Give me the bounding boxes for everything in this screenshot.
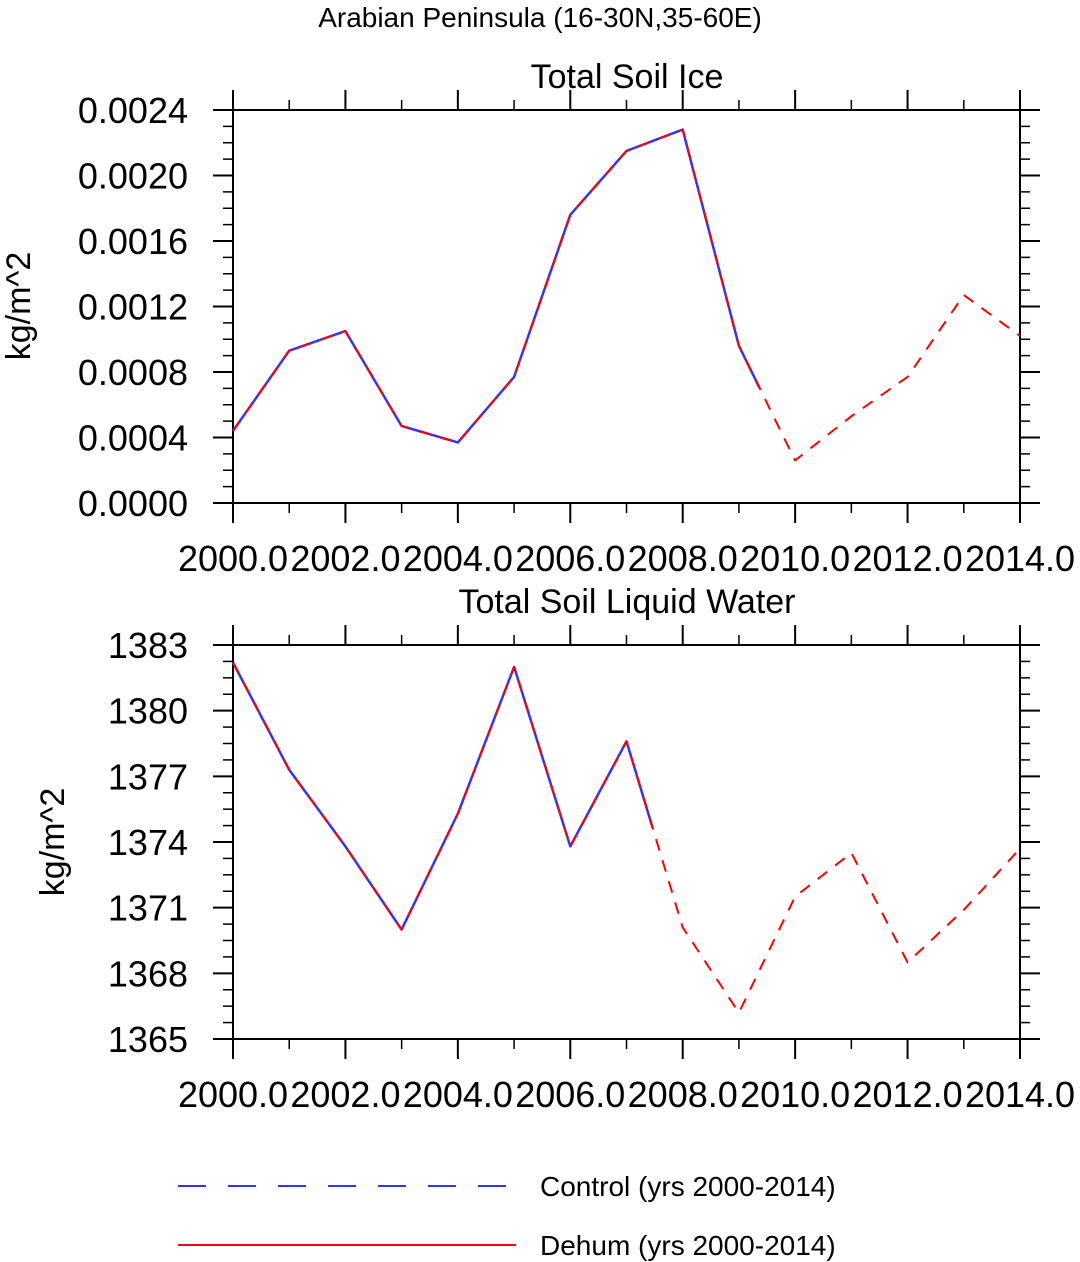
- y-tick-label: 1383: [108, 625, 188, 666]
- legend-control-label: Control (yrs 2000-2014): [540, 1171, 836, 1202]
- y-tick-label: 1365: [108, 1019, 188, 1060]
- figure-suptitle: Arabian Peninsula (16-30N,35-60E): [318, 2, 762, 33]
- panel-total-soil-liquid-water: Total Soil Liquid Water kg/m^2 2000.0 200…: [34, 583, 1075, 1115]
- plot-frame-soil-liquid-water: [232, 644, 1021, 1040]
- legend-dehum-label: Dehum (yrs 2000-2014): [540, 1230, 836, 1261]
- x-tick-label: 2008.0: [628, 1074, 738, 1115]
- x-tick-label: 2010.0: [740, 1074, 850, 1115]
- y-tick-label: 1368: [108, 953, 188, 994]
- chart-title-soil-ice: Total Soil Ice: [531, 58, 724, 96]
- y-tick-label: 0.0012: [78, 287, 188, 328]
- y-tick-label: 0.0024: [78, 90, 188, 131]
- y-tick-label: 1380: [108, 691, 188, 732]
- x-tick-label: 2008.0: [628, 538, 738, 579]
- y-tick-label: 0.0020: [78, 156, 188, 197]
- x-tick-label: 2004.0: [403, 1074, 513, 1115]
- y-tick-label: 0.0008: [78, 352, 188, 393]
- x-tick-label: 2006.0: [515, 538, 625, 579]
- y-tick-label: 1377: [108, 756, 188, 797]
- plot-frame-soil-ice: [232, 109, 1021, 504]
- series-line-dehum: [232, 662, 1021, 1014]
- x-tick-label: 2014.0: [965, 538, 1075, 579]
- legend: Control (yrs 2000-2014) Dehum (yrs 2000-…: [178, 1171, 836, 1261]
- x-tick-label: 2012.0: [853, 538, 963, 579]
- x-tick-label: 2000.0: [178, 1074, 288, 1115]
- panel-total-soil-ice: Total Soil Ice kg/m^2 2000.0 2002.0 2004.0…: [0, 58, 1075, 579]
- x-tick-label: 2004.0: [403, 538, 513, 579]
- series-line-dehum: [232, 128, 1021, 462]
- x-tick-label: 2002.0: [290, 1074, 400, 1115]
- chart-title-soil-liquid-water: Total Soil Liquid Water: [458, 583, 795, 621]
- x-tick-label: 2014.0: [965, 1074, 1075, 1115]
- y-tick-label: 0.0000: [78, 483, 188, 524]
- x-tick-label: 2006.0: [515, 1074, 625, 1115]
- x-tick-label: 2000.0: [178, 538, 288, 579]
- x-tick-label: 2012.0: [853, 1074, 963, 1115]
- y-axis-label-soil-ice: kg/m^2: [0, 252, 38, 361]
- x-tick-label: 2010.0: [740, 538, 850, 579]
- series-line-control: [231, 661, 1021, 1014]
- y-axis-label-soil-liquid-water: kg/m^2: [34, 788, 72, 897]
- y-tick-label: 0.0004: [78, 418, 188, 459]
- y-tick-label: 1374: [108, 822, 188, 863]
- y-tick-label: 0.0016: [78, 221, 188, 262]
- series-line-control: [231, 128, 1021, 462]
- y-tick-label: 1371: [108, 888, 188, 929]
- x-tick-label: 2002.0: [290, 538, 400, 579]
